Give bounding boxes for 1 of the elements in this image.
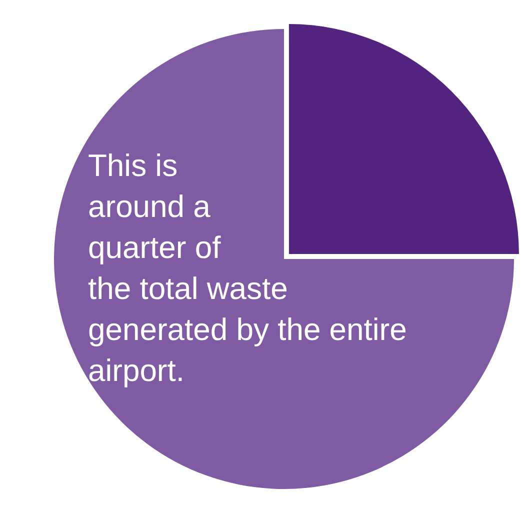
text: This is around a quarter of the total waste generated by the entire airport.	[88, 148, 407, 388]
